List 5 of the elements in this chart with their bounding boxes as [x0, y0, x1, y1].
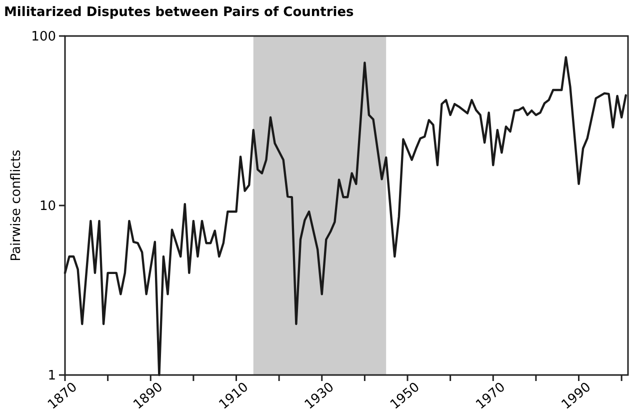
y-axis-title: Pairwise conflicts	[9, 150, 24, 262]
y-tick-label: 1	[48, 368, 56, 384]
chart-title: Militarized Disputes between Pairs of Countries	[4, 5, 354, 20]
y-tick-label: 10	[39, 199, 56, 214]
y-tick-label: 100	[31, 30, 56, 45]
